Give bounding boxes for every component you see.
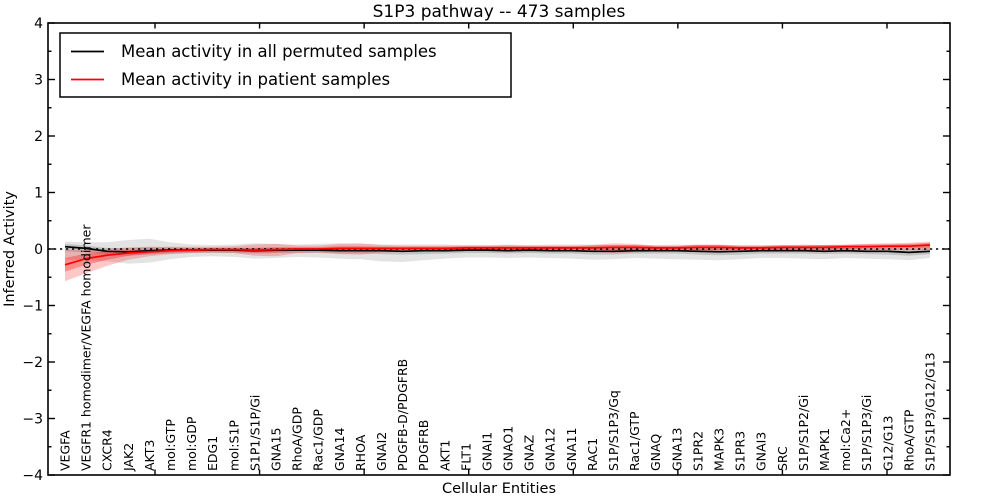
y-tick-label: 1 (34, 186, 43, 202)
x-tick-label: S1P/S1P3/Gi (859, 395, 874, 471)
x-tick-label: Rac1/GTP (627, 411, 642, 471)
x-tick-label: S1PR3 (733, 431, 748, 471)
x-tick-label: GNAI2 (374, 432, 389, 471)
x-tick-label: VEGFA (58, 430, 73, 471)
x-tick-label: GNA11 (564, 428, 579, 472)
legend-label-permuted: Mean activity in all permuted samples (121, 42, 437, 61)
x-tick-labels: VEGFA VEGFR1 homodimer/VEGFA homodimer CXC… (58, 224, 938, 472)
x-tick-label: AKT3 (142, 440, 157, 471)
x-tick-label: GNAQ (648, 434, 663, 471)
x-tick-label: RhoA/GDP (290, 407, 305, 471)
y-tick-label: 3 (34, 73, 43, 89)
x-tick-label: VEGFR1 homodimer/VEGFA homodimer (79, 224, 94, 471)
x-tick-label: MAPK3 (712, 428, 727, 471)
x-tick-label: S1PR2 (690, 431, 705, 471)
x-axis-label: Cellular Entities (442, 481, 556, 497)
x-tick-label: S1P/S1P3/G12/G13 (923, 352, 938, 471)
x-tick-label: SRC (775, 446, 790, 471)
axis-ticks (48, 22, 950, 476)
x-tick-label: GNA15 (269, 428, 284, 472)
x-tick-label: JAK2 (121, 443, 136, 472)
x-tick-label: mol:Ca2+ (838, 409, 853, 471)
x-tick-label: mol:S1P (226, 420, 241, 471)
y-tick-label: 0 (34, 242, 43, 258)
x-tick-label: GNA13 (669, 428, 684, 472)
y-tick-label: −2 (22, 355, 43, 371)
legend: Mean activity in all permuted samples Me… (59, 32, 512, 98)
x-tick-label: FLT1 (458, 443, 473, 471)
x-tick-label: Rac1/GDP (311, 409, 326, 471)
y-tick-label: 4 (34, 16, 43, 32)
x-tick-label: mol:GTP (163, 419, 178, 471)
x-tick-label: RHOA (353, 434, 368, 471)
y-tick-label: −1 (22, 299, 43, 315)
x-tick-label: GNAZ (522, 435, 537, 471)
x-tick-label: MAPK1 (817, 428, 832, 471)
confidence-bands (65, 238, 930, 282)
y-tick-label: 2 (34, 129, 43, 145)
y-tick-label: −3 (22, 412, 43, 428)
x-tick-label: G12/G13 (880, 416, 895, 471)
x-tick-label: GNAO1 (501, 426, 516, 471)
x-tick-label: PDGFRB (416, 420, 431, 471)
x-tick-label: GNA14 (332, 427, 347, 471)
series-lines (64, 244, 931, 266)
legend-box (59, 32, 512, 98)
x-tick-label: AKT1 (437, 440, 452, 471)
x-tick-label: mol:GDP (184, 416, 199, 471)
x-tick-label: CXCR4 (100, 429, 115, 471)
x-tick-label: S1P/S1P2/Gi (796, 395, 811, 471)
chart-title: S1P3 pathway -- 473 samples (373, 2, 626, 22)
x-tick-label: GNAI1 (480, 432, 495, 471)
y-tick-labels: 4 3 2 1 0 −1 −2 −3 −4 (22, 16, 43, 484)
x-tick-label: GNAI3 (754, 432, 769, 471)
x-tick-label: S1P/S1P3/Gq (606, 390, 621, 471)
x-tick-label: S1P1/S1P/Gi (247, 395, 262, 471)
x-tick-label: PDGFB-D/PDGFRB (395, 359, 410, 471)
y-tick-label: −4 (22, 468, 43, 484)
x-tick-label: EDG1 (205, 436, 220, 471)
legend-label-patient: Mean activity in patient samples (121, 70, 390, 89)
series-1-mean-line (64, 244, 931, 266)
x-tick-label: RhoA/GTP (901, 409, 916, 471)
x-tick-label: RAC1 (585, 438, 600, 471)
y-axis-label: Inferred Activity (2, 191, 18, 307)
x-tick-label: GNA12 (543, 428, 558, 472)
